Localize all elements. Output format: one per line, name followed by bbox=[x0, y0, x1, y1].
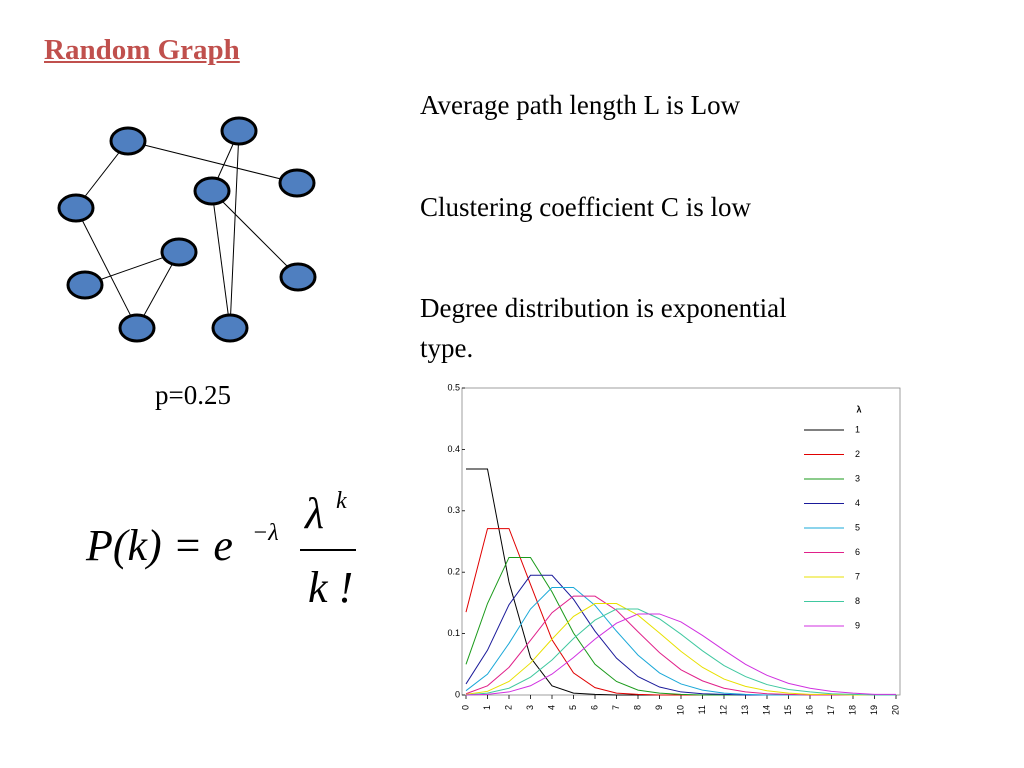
series-line bbox=[465, 613, 896, 696]
node bbox=[118, 313, 156, 343]
y-tick-label: 0.2 bbox=[447, 567, 460, 577]
x-tick-label: 4 bbox=[546, 705, 556, 710]
x-tick-label: 3 bbox=[525, 705, 535, 710]
x-tick-label: 7 bbox=[611, 705, 621, 710]
x-tick-label: 8 bbox=[632, 705, 642, 710]
node bbox=[66, 270, 104, 300]
series-line bbox=[465, 587, 896, 696]
x-tick-label: 16 bbox=[804, 705, 814, 715]
series-line bbox=[465, 595, 896, 696]
x-tick-label: 14 bbox=[761, 705, 771, 715]
x-tick-label: 6 bbox=[589, 705, 599, 710]
y-tick-label: 0.5 bbox=[447, 382, 460, 392]
formula-denominator: k ! bbox=[308, 563, 354, 612]
series-line bbox=[465, 603, 896, 696]
legend-label: 9 bbox=[855, 620, 860, 630]
x-tick-label: 11 bbox=[697, 705, 707, 714]
x-tick-label: 2 bbox=[503, 705, 513, 710]
x-tick-label: 0 bbox=[460, 705, 470, 710]
x-tick-label: 20 bbox=[890, 705, 900, 715]
series-line bbox=[466, 468, 896, 696]
x-tick-label: 15 bbox=[783, 705, 793, 715]
legend-label: 8 bbox=[855, 596, 860, 606]
y-tick-label: 0.1 bbox=[447, 628, 460, 638]
x-tick-label: 9 bbox=[654, 705, 664, 710]
formula-lhs: P(k) = e bbox=[86, 521, 233, 570]
legend-title: λ bbox=[856, 404, 861, 414]
formula-numerator: λ bbox=[305, 489, 325, 538]
edge bbox=[75, 207, 138, 329]
node bbox=[220, 116, 258, 146]
legend-label: 5 bbox=[855, 522, 860, 532]
formula-exponent: −λ bbox=[252, 520, 279, 546]
legend-label: 1 bbox=[855, 424, 860, 434]
series-line bbox=[465, 608, 896, 696]
y-tick-label: 0.4 bbox=[447, 444, 460, 454]
node bbox=[279, 262, 317, 292]
fraction-bar bbox=[300, 549, 356, 551]
edge bbox=[211, 190, 299, 278]
legend-label: 3 bbox=[855, 473, 860, 483]
node bbox=[211, 313, 249, 343]
graph-caption: p=0.25 bbox=[155, 380, 231, 410]
x-tick-label: 10 bbox=[675, 705, 685, 715]
edge bbox=[211, 190, 231, 329]
x-tick-label: 18 bbox=[847, 705, 857, 715]
bullet: Clustering coefficient C is low bbox=[420, 192, 751, 222]
x-tick-label: 19 bbox=[869, 705, 879, 715]
node bbox=[57, 193, 95, 223]
node bbox=[278, 168, 316, 198]
edge bbox=[127, 140, 298, 184]
node bbox=[109, 126, 147, 156]
y-tick-label: 0 bbox=[455, 689, 460, 699]
x-tick-label: 13 bbox=[740, 705, 750, 715]
edge bbox=[229, 130, 240, 329]
formula-numerator-exponent: k bbox=[336, 488, 347, 514]
slide-title: Random Graph bbox=[44, 34, 240, 66]
x-tick-label: 12 bbox=[718, 705, 728, 715]
y-tick-label: 0.3 bbox=[447, 505, 460, 515]
x-tick-label: 5 bbox=[568, 705, 578, 710]
node bbox=[193, 176, 231, 206]
nodes bbox=[57, 116, 317, 343]
legend-label: 4 bbox=[855, 498, 860, 508]
x-tick-label: 17 bbox=[826, 705, 836, 715]
legend-label: 2 bbox=[855, 449, 860, 459]
random-graph bbox=[57, 116, 317, 343]
legend-label: 7 bbox=[855, 571, 860, 581]
x-tick-label: 1 bbox=[482, 705, 492, 710]
bullet: Average path length L is Low bbox=[420, 90, 741, 120]
node bbox=[160, 237, 198, 267]
bullet: Degree distribution is exponential type. bbox=[420, 293, 787, 363]
legend-label: 6 bbox=[855, 547, 860, 557]
